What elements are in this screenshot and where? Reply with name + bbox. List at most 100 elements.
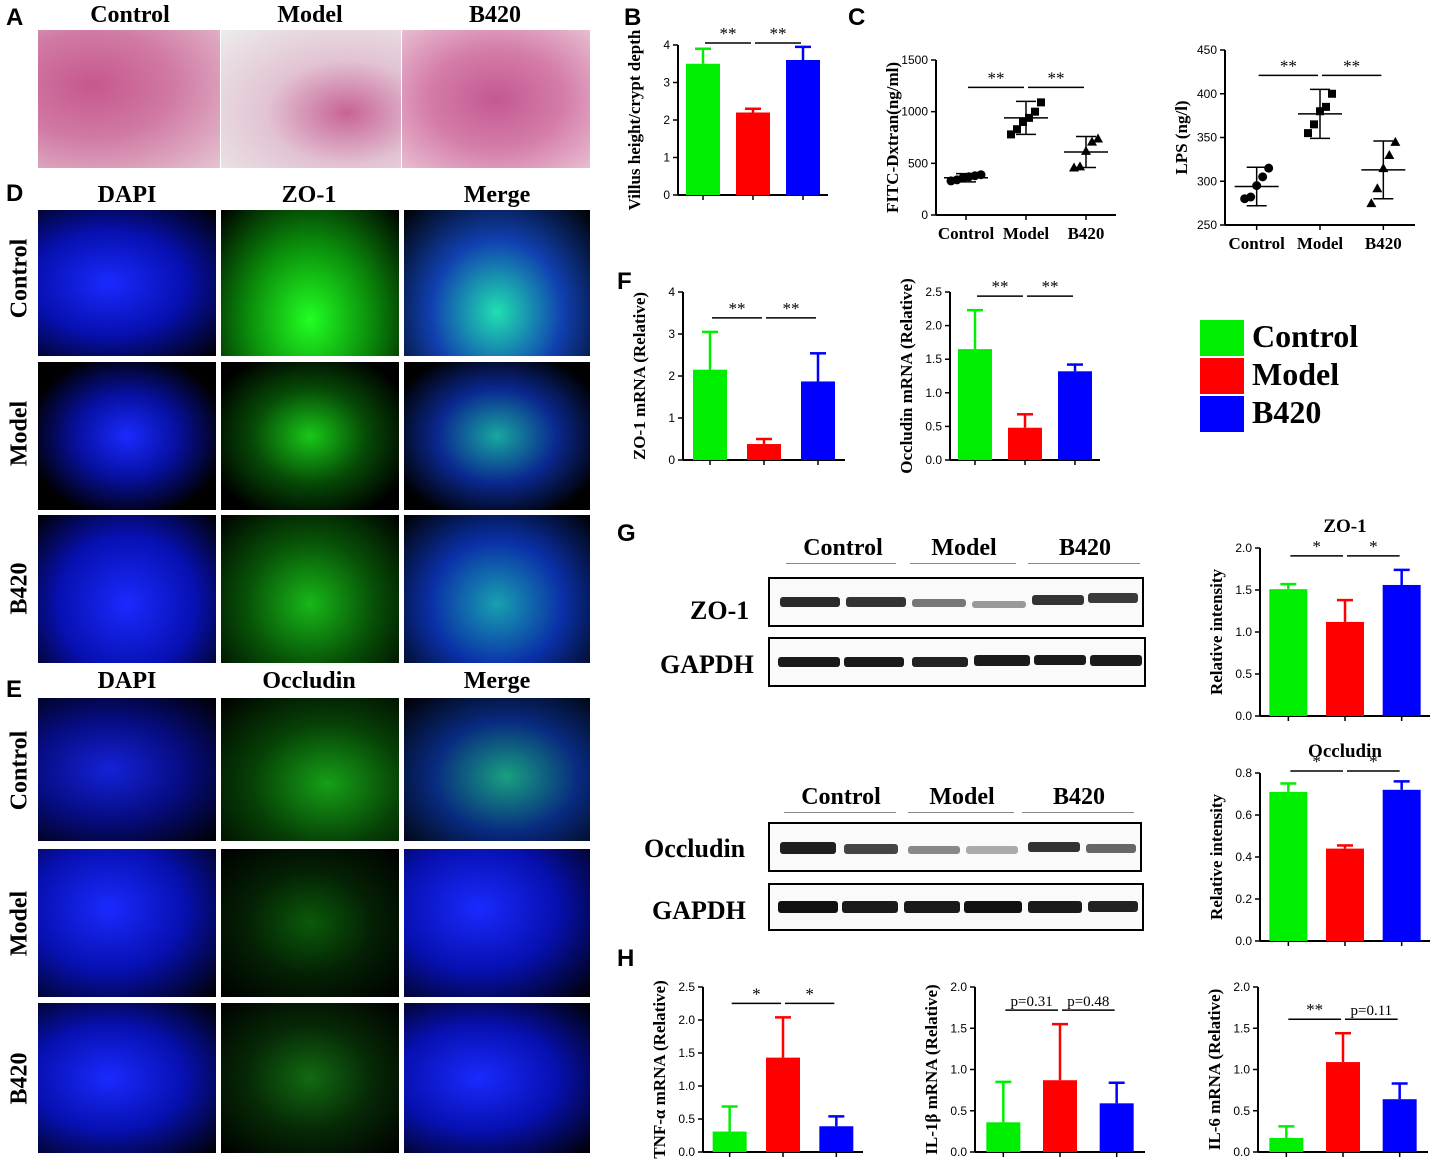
h2-sig-label-0: p=0.31: [1011, 994, 1053, 1010]
if-occ-b420-merge: [404, 1003, 590, 1153]
if-zo1-row-b420: B420: [6, 562, 33, 615]
c1-point-1-1: [1013, 125, 1021, 134]
f2-ytick-label-5: 2.5: [925, 285, 942, 299]
b-sig-label-1: **: [770, 24, 787, 43]
c2-sig-label-0: **: [1280, 56, 1297, 75]
if-occ-b420-occludin: [221, 1003, 399, 1153]
if-zo1-model-zo1: [221, 362, 399, 510]
panel-label-a: A: [6, 4, 24, 31]
wb2-underline-model: [908, 812, 1014, 813]
c1-ytick-label-0: 0: [921, 208, 928, 222]
if-zo1-b420-merge: [404, 515, 590, 663]
h1-ytick-label-2: 1.0: [678, 1079, 695, 1093]
c2-ytick-label-3: 400: [1197, 87, 1217, 101]
if-zo1-control-dapi: [38, 210, 216, 356]
wb2-underline-control: [784, 812, 896, 813]
if-occ-control-dapi: [38, 698, 216, 841]
g2-sig-label-0: *: [1312, 752, 1321, 771]
if-zo1-b420-dapi: [38, 515, 216, 663]
h1-ytick-label-0: 0.0: [678, 1145, 695, 1159]
if-occ-model-dapi: [38, 849, 216, 997]
if-zo1-control-zo1: [221, 210, 399, 356]
g2-ytick-label-3: 0.6: [1235, 808, 1252, 822]
c2-ylabel: LPS (ng/l): [1172, 100, 1191, 174]
f1-bar-1: [747, 444, 781, 460]
h1-bar-0: [712, 1131, 747, 1152]
h2-ytick-label-2: 1.0: [950, 1063, 967, 1077]
panel-label-c: C: [848, 4, 866, 31]
panel-label-g: G: [617, 520, 636, 547]
c2-ytick-label-1: 300: [1197, 174, 1217, 188]
chart-il1b-mrna: 0.0 0.5 1.0 1.5 2.0 IL-1β mRNA (Relative) p=0.…: [922, 980, 1145, 1159]
if-occ-model-merge: [404, 849, 590, 997]
panel-label-f: F: [617, 268, 632, 295]
wb1-label-zo1: ZO-1: [690, 596, 750, 625]
b-bar-0: [686, 63, 720, 195]
chart-fitc-dextran: 0 500 1000 1500 Control Model B420 FITC-Dxtran(…: [883, 53, 1116, 243]
h3-ytick-label-3: 1.5: [1233, 1021, 1250, 1035]
wb2-label-occludin: Occludin: [644, 834, 746, 863]
f2-bar-0: [958, 349, 992, 460]
f2-bar-2: [1058, 371, 1092, 460]
wb2-group-model: Model: [929, 784, 995, 810]
c1-point-2-3: [1087, 136, 1097, 146]
legend-label-control: Control: [1252, 318, 1359, 354]
h2-bar-0: [986, 1122, 1021, 1152]
g1-sig-label-0: *: [1312, 537, 1321, 556]
if-occ-row-b420: B420: [6, 1052, 33, 1105]
g1-ytick-label-0: 0.0: [1235, 709, 1252, 723]
g1-ylabel: Relative intensity: [1207, 568, 1226, 695]
b-ytick-label-0: 0: [663, 188, 670, 202]
if-zo1-b420-zo1: [221, 515, 399, 663]
h3-bar-2: [1382, 1099, 1417, 1152]
if-occ-b420-dapi: [38, 1003, 216, 1153]
chart-villus-crypt: 0 1 2 3 4 Villus height/crypt depth ** **: [625, 24, 828, 210]
c2-point-1-1: [1310, 120, 1318, 129]
f2-ytick-label-2: 1.0: [925, 386, 942, 400]
c1-point-1-0: [1007, 130, 1015, 139]
g2-bar-1: [1326, 848, 1364, 941]
c1-sig-label-0: **: [988, 68, 1005, 87]
he-col-model: Model: [277, 2, 343, 28]
h3-bar-1: [1326, 1062, 1360, 1152]
g1-bar-1: [1326, 621, 1364, 716]
g2-title: Occludin: [1308, 741, 1382, 762]
g2-ytick-label-4: 0.8: [1235, 766, 1252, 780]
h1-bar-1: [766, 1057, 800, 1152]
if-occ-control-occludin: [221, 698, 399, 841]
wb1-underline-b420: [1028, 563, 1140, 564]
b-ytick-label-2: 2: [663, 113, 670, 127]
h1-ytick-label-1: 0.5: [678, 1112, 695, 1126]
h1-ytick-label-3: 1.5: [678, 1046, 695, 1060]
g2-ytick-label-2: 0.4: [1235, 850, 1252, 864]
h2-ylabel: IL-1β mRNA (Relative): [922, 984, 941, 1154]
wb1-underline-model: [910, 563, 1016, 564]
c2-ytick-label-0: 250: [1197, 218, 1217, 232]
c2-ytick-label-2: 350: [1197, 131, 1217, 145]
h3-ytick-label-1: 0.5: [1233, 1104, 1250, 1118]
c2-xtick-label-0: Control: [1228, 234, 1285, 253]
h1-bar-2: [819, 1126, 854, 1152]
c2-xtick-label-1: Model: [1297, 234, 1344, 253]
g2-ytick-label-1: 0.2: [1235, 892, 1252, 906]
f2-bar-1: [1008, 427, 1042, 460]
c1-ytick-label-3: 1500: [901, 53, 928, 67]
b-sig-label-0: **: [720, 24, 737, 43]
chart-il6-mrna: 0.0 0.5 1.0 1.5 2.0 IL-6 mRNA (Relative) ** p=0…: [1205, 980, 1428, 1159]
f2-ytick-label-0: 0.0: [925, 453, 942, 467]
chart-tnf-mrna: 0.0 0.5 1.0 1.5 2.0 2.5 TNF-α mRNA (Relative) *…: [650, 980, 863, 1159]
wb2-group-b420: B420: [1052, 784, 1105, 810]
h1-ytick-label-5: 2.5: [678, 980, 695, 994]
c1-xtick-label-2: B420: [1068, 224, 1105, 243]
if-zo1-model-merge: [404, 362, 590, 510]
b-bar-2: [786, 60, 820, 195]
g2-bar-2: [1382, 789, 1421, 941]
if-occ-col-merge: Merge: [463, 668, 531, 694]
c2-point-1-3: [1322, 102, 1330, 111]
if-occ-row-control: Control: [6, 730, 33, 811]
g1-bar-2: [1382, 584, 1421, 716]
panel-label-e: E: [6, 676, 23, 703]
h2-ytick-label-4: 2.0: [950, 980, 967, 994]
c1-point-1-4: [1031, 107, 1039, 116]
c1-point-1-2: [1019, 118, 1027, 126]
